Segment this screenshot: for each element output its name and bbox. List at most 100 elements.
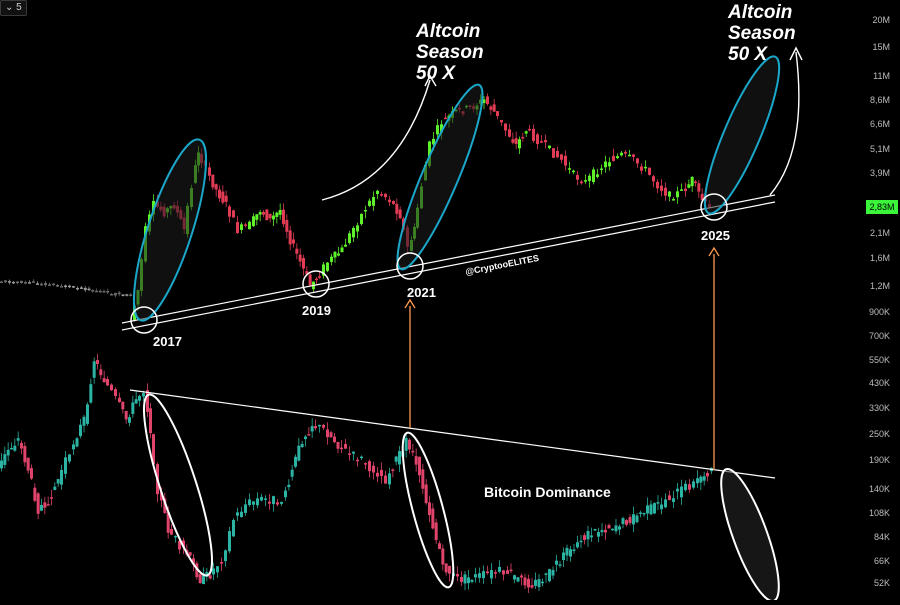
history-candle bbox=[60, 286, 63, 288]
history-candle bbox=[48, 284, 51, 286]
altcap-candle bbox=[592, 169, 595, 183]
altcap-candle bbox=[232, 210, 235, 218]
dominance-candle bbox=[649, 504, 653, 515]
altcap-candle bbox=[376, 190, 379, 194]
altcap-candle bbox=[292, 239, 295, 244]
dominance-candle bbox=[398, 451, 401, 465]
history-candle bbox=[117, 292, 121, 295]
altseason-ellipse-2025 bbox=[703, 55, 781, 215]
dominance-candle bbox=[414, 456, 418, 465]
dominance-candle bbox=[684, 483, 687, 491]
dominance-candle bbox=[336, 442, 340, 449]
history-candle bbox=[106, 291, 110, 293]
timeframe-selector[interactable]: ⌄ 5 bbox=[0, 0, 27, 16]
dominance-candle bbox=[138, 395, 141, 401]
altcap-candle bbox=[697, 183, 701, 192]
dominance-candle bbox=[498, 566, 501, 572]
altcap-candle bbox=[305, 271, 309, 275]
altcap-candle bbox=[236, 222, 239, 233]
dominance-candle bbox=[43, 502, 47, 508]
dominance-candle bbox=[541, 581, 544, 584]
altcap-candle bbox=[690, 176, 694, 187]
history-candle bbox=[102, 291, 106, 293]
dominance-candle bbox=[228, 531, 231, 552]
y-tick-label: 6,6M bbox=[870, 119, 890, 129]
dominance-candle bbox=[318, 424, 321, 427]
dominance-candle bbox=[260, 496, 263, 501]
dominance-candle bbox=[344, 444, 347, 449]
dominance-candle bbox=[418, 456, 421, 476]
dominance-candle bbox=[680, 486, 683, 498]
dominance-candle bbox=[408, 439, 411, 450]
altcap-candle bbox=[608, 162, 611, 167]
dominance-candle bbox=[82, 416, 86, 426]
dominance-candle bbox=[572, 549, 576, 552]
dominance-candle bbox=[676, 488, 679, 492]
dominance-candle bbox=[128, 417, 131, 423]
dominance-candle bbox=[537, 579, 541, 588]
dominance-candle bbox=[441, 548, 445, 565]
altcap-candle bbox=[536, 134, 539, 145]
dominance-candle bbox=[597, 532, 600, 537]
dominance-candle bbox=[220, 562, 223, 564]
dominance-drop-ellipse-2025 bbox=[720, 467, 780, 603]
dominance-candle bbox=[664, 499, 667, 508]
dominance-candle bbox=[618, 526, 621, 530]
altcap-candle bbox=[308, 274, 312, 286]
dominance-candle bbox=[30, 468, 33, 479]
dominance-candle bbox=[411, 450, 415, 453]
dominance-candle bbox=[50, 497, 53, 499]
y-tick-label: 11M bbox=[873, 71, 890, 81]
dominance-candle bbox=[56, 479, 60, 484]
dominance-candle bbox=[424, 484, 428, 504]
altcap-candle bbox=[360, 213, 363, 225]
y-tick-label: 84K bbox=[874, 532, 890, 542]
altcap-candle bbox=[684, 188, 687, 192]
history-candle bbox=[125, 294, 129, 296]
dominance-candle bbox=[307, 434, 311, 436]
dominance-candle bbox=[384, 475, 387, 484]
orange-arrow-2021-head bbox=[404, 298, 416, 309]
dominance-candle bbox=[64, 457, 67, 474]
history-candle bbox=[52, 283, 55, 286]
dominance-candle bbox=[106, 379, 109, 386]
dominance-candle bbox=[548, 569, 551, 582]
dominance-candle bbox=[110, 384, 113, 391]
altcap-candle bbox=[392, 200, 395, 204]
dominance-candle bbox=[467, 577, 470, 584]
dominance-candle bbox=[520, 575, 523, 578]
altcap-candle bbox=[694, 181, 697, 184]
altcap-candle bbox=[224, 195, 228, 202]
altcap-candle bbox=[600, 168, 603, 171]
dominance-candle bbox=[240, 511, 243, 518]
dominance-candle bbox=[26, 457, 30, 471]
dominance-candle bbox=[486, 571, 489, 574]
dominance-candle bbox=[310, 426, 314, 432]
dominance-candle bbox=[600, 530, 604, 533]
dominance-candle bbox=[192, 558, 195, 564]
dominance-candle bbox=[434, 522, 438, 541]
altcap-candle bbox=[532, 128, 535, 141]
dominance-candle bbox=[46, 504, 50, 506]
dominance-candle bbox=[188, 552, 192, 556]
altcap-candle bbox=[580, 181, 583, 184]
dominance-candle bbox=[124, 410, 128, 420]
altcap-candle bbox=[668, 191, 671, 197]
history-candle bbox=[98, 290, 102, 293]
altcap-candle bbox=[384, 193, 387, 198]
dominance-candle bbox=[142, 393, 145, 397]
dominance-candle bbox=[614, 525, 618, 532]
altcap-candle bbox=[244, 224, 247, 226]
altcap-candle bbox=[282, 209, 285, 225]
dominance-candle bbox=[72, 444, 75, 450]
altcap-candle bbox=[612, 155, 615, 161]
altcap-candle bbox=[248, 221, 251, 230]
altcap-candle bbox=[552, 148, 555, 158]
dominance-candle bbox=[527, 578, 530, 588]
dominance-candle bbox=[102, 378, 106, 383]
altcap-candle bbox=[676, 191, 679, 198]
altcap-candle bbox=[380, 194, 383, 196]
dominance-candle bbox=[131, 402, 135, 414]
history-candle bbox=[121, 294, 125, 297]
dominance-candle bbox=[174, 535, 177, 538]
